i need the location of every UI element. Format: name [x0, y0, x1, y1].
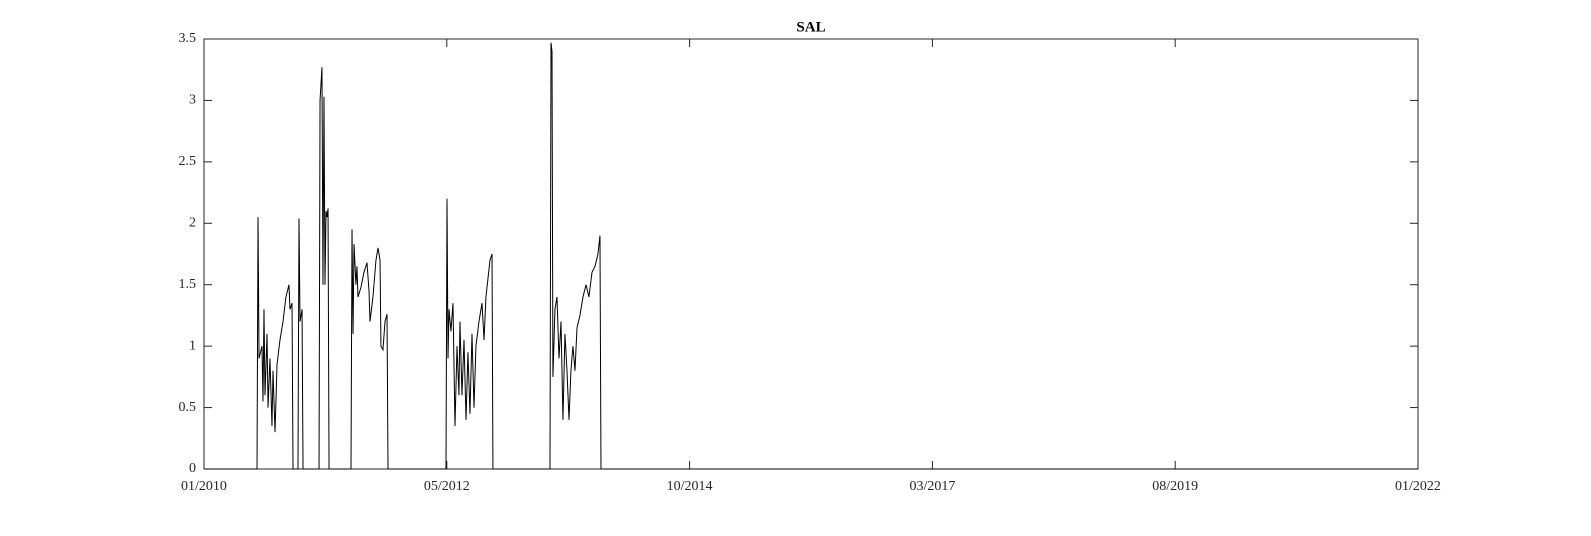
y-tick-label: 2.5	[179, 154, 197, 169]
x-tick-label: 01/2010	[181, 479, 227, 494]
x-tick-label: 01/2022	[1395, 479, 1441, 494]
data-line	[204, 42, 1418, 470]
x-tick-label: 03/2017	[909, 479, 955, 494]
x-tick-label: 08/2019	[1152, 479, 1198, 494]
x-tick-label: 10/2014	[667, 479, 713, 494]
chart-title: SAL	[796, 19, 825, 35]
y-tick-label: 1.5	[179, 277, 197, 292]
y-tick-label: 1	[189, 338, 196, 353]
x-tick-label: 05/2012	[424, 479, 470, 494]
y-tick-label: 3	[189, 93, 196, 108]
plot-box	[203, 38, 1419, 470]
y-tick-label: 2	[189, 216, 196, 231]
y-tick-label: 0.5	[179, 400, 197, 415]
y-tick-label: 3.5	[179, 31, 197, 46]
y-tick-label: 0	[189, 461, 196, 476]
